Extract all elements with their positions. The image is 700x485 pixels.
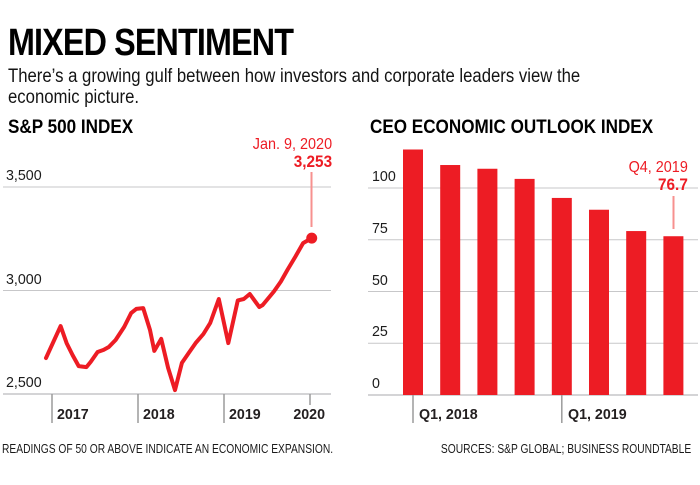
sp500-annotation-value: 3,253 xyxy=(293,152,332,171)
sp500-end-dot xyxy=(306,232,318,244)
ceo-bar xyxy=(589,209,609,395)
subtitle-line-1: There’s a growing gulf between how inves… xyxy=(8,66,581,87)
subtitle-line-2: economic picture. xyxy=(8,87,140,108)
sp500-chart-title: S&P 500 INDEX xyxy=(8,117,134,138)
ceo-chart-title: CEO ECONOMIC OUTLOOK INDEX xyxy=(370,117,654,138)
ceo-bar xyxy=(477,168,498,395)
ceo-annotation: Q4, 2019 76.7 xyxy=(622,159,688,193)
ceo-bar xyxy=(663,236,684,395)
ceo-bar xyxy=(626,231,647,395)
sources: SOURCES: S&P GLOBAL; BUSINESS ROUNDTABLE xyxy=(440,442,691,456)
ceo-annotation-value: 76.7 xyxy=(658,175,688,194)
page-title: MIXED SENTIMENT xyxy=(8,22,294,64)
sp500-annotation-date: Jan. 9, 2020 xyxy=(252,136,332,153)
subtitle: There’s a growing gulf between how inves… xyxy=(8,66,580,108)
ceo-bar xyxy=(551,197,572,395)
footnote: READINGS OF 50 OR ABOVE INDICATE AN ECON… xyxy=(2,442,334,456)
ceo-bar xyxy=(514,178,535,395)
sp500-annotation: Jan. 9, 2020 3,253 xyxy=(244,136,332,170)
ceo-bar xyxy=(403,149,423,395)
sp500-line-series xyxy=(44,236,314,393)
ceo-bar xyxy=(440,165,461,395)
ceo-annotation-quarter: Q4, 2019 xyxy=(628,159,688,176)
